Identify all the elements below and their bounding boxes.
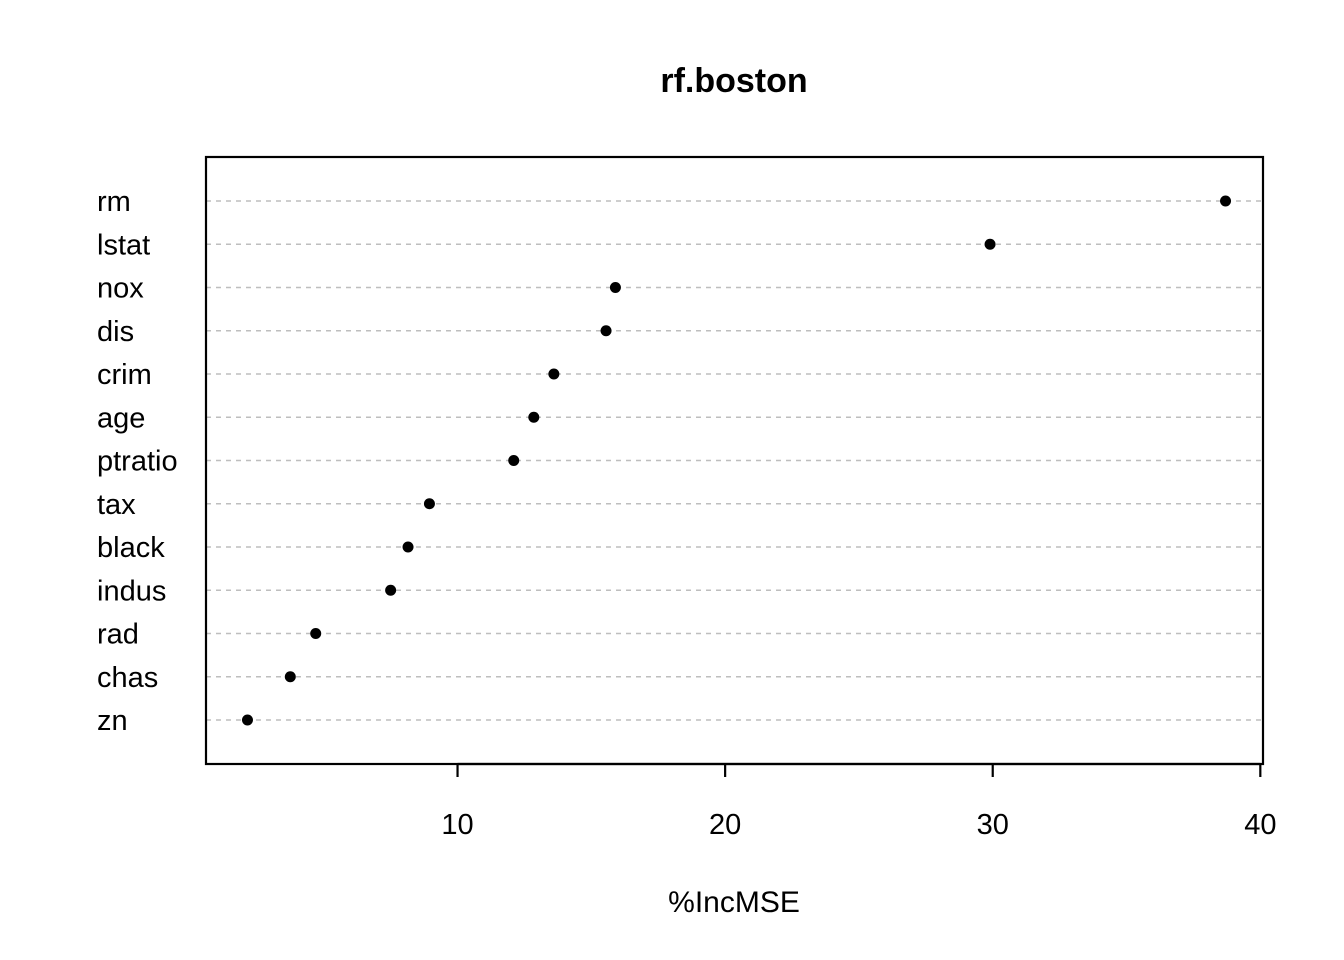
data-point-crim xyxy=(548,368,560,380)
category-label-indus: indus xyxy=(97,575,166,607)
data-point-rm xyxy=(1220,195,1232,207)
data-point-dis xyxy=(600,325,612,337)
category-label-crim: crim xyxy=(97,359,152,391)
category-label-rm: rm xyxy=(97,186,131,218)
x-tick-label-20: 20 xyxy=(709,809,741,841)
data-point-age xyxy=(528,411,540,423)
data-point-zn xyxy=(241,714,253,726)
category-label-ptratio: ptratio xyxy=(97,446,178,478)
category-label-lstat: lstat xyxy=(97,229,150,261)
data-points xyxy=(241,195,1232,726)
x-tick-label-40: 40 xyxy=(1244,809,1276,841)
x-axis-label: %IncMSE xyxy=(668,886,800,919)
data-point-indus xyxy=(385,584,397,596)
x-tick-label-30: 30 xyxy=(977,809,1009,841)
category-label-dis: dis xyxy=(97,316,134,348)
data-point-ptratio xyxy=(508,455,520,466)
grid-lines xyxy=(206,200,1263,721)
category-label-age: age xyxy=(97,402,145,434)
x-tick-label-10: 10 xyxy=(441,809,473,841)
category-labels: rm lstat nox dis crim age ptratio tax black indus… xyxy=(97,186,178,737)
category-label-nox: nox xyxy=(97,273,144,305)
category-label-tax: tax xyxy=(97,489,136,521)
category-label-rad: rad xyxy=(97,619,139,651)
data-point-chas xyxy=(284,671,296,683)
plot-frame xyxy=(204,155,1265,766)
data-point-tax xyxy=(423,498,435,510)
data-point-rad xyxy=(310,628,322,639)
data-point-lstat xyxy=(984,238,996,250)
category-label-chas: chas xyxy=(97,662,158,694)
data-point-black xyxy=(402,541,414,553)
category-label-black: black xyxy=(97,532,165,564)
chart-title: rf.boston xyxy=(660,62,807,100)
x-axis-ticks: 10 20 30 40 xyxy=(441,764,1276,841)
category-label-zn: zn xyxy=(97,705,128,737)
data-point-nox xyxy=(609,282,621,293)
